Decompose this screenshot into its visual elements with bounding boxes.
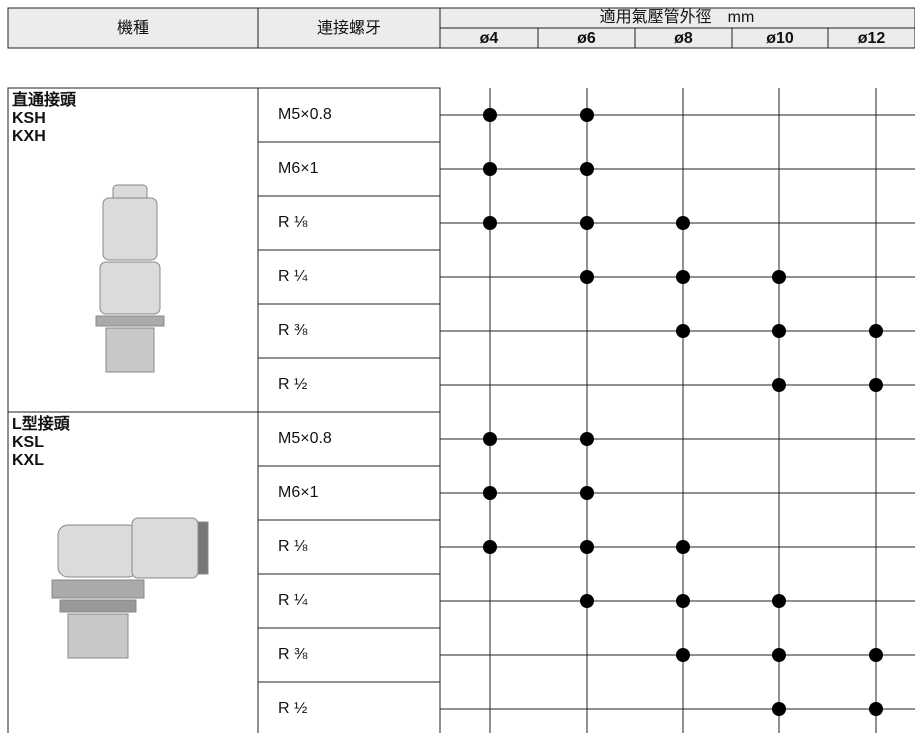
availability-dot (772, 378, 786, 392)
thread-label: R ¼ (278, 592, 308, 609)
header-tube: 適用氣壓管外徑 mm (600, 8, 755, 26)
availability-dot (869, 378, 883, 392)
availability-dot (676, 594, 690, 608)
availability-dot (580, 594, 594, 608)
thread-label: R ⅛ (278, 214, 308, 231)
thread-label: R ¼ (278, 268, 308, 285)
size-label: ø12 (858, 30, 886, 47)
availability-dot (676, 216, 690, 230)
availability-dot (772, 594, 786, 608)
size-label: ø8 (674, 30, 693, 47)
availability-dot (772, 270, 786, 284)
availability-dot (869, 702, 883, 716)
model-code: KXH (12, 128, 46, 145)
availability-dot (772, 324, 786, 338)
thread-label: M5×0.8 (278, 430, 332, 447)
thread-label: R ½ (278, 700, 307, 717)
availability-dot (580, 432, 594, 446)
model-code: KSH (12, 110, 46, 127)
availability-dot (580, 108, 594, 122)
size-label: ø4 (480, 30, 499, 47)
availability-dot (580, 216, 594, 230)
ksl-photo (51, 517, 209, 659)
thread-label: M5×0.8 (278, 106, 332, 123)
thread-label: R ⅛ (278, 538, 308, 555)
availability-dot (483, 432, 497, 446)
availability-dot (483, 486, 497, 500)
size-label: ø6 (577, 30, 596, 47)
model-name: 直通接頭 (12, 90, 77, 109)
availability-dot (580, 540, 594, 554)
availability-dot (483, 108, 497, 122)
availability-dot (676, 270, 690, 284)
availability-dot (772, 648, 786, 662)
model-name: L型接頭 (12, 414, 71, 433)
model-code: KSL (12, 434, 44, 451)
header-model: 機種 (117, 19, 149, 37)
availability-dot (676, 648, 690, 662)
availability-dot (869, 648, 883, 662)
model-code: KXL (12, 452, 44, 469)
thread-label: M6×1 (278, 484, 319, 501)
header-thread: 連接螺牙 (317, 19, 381, 37)
availability-dot (676, 324, 690, 338)
thread-label: R ½ (278, 376, 307, 393)
ksh-photo (95, 184, 165, 373)
availability-dot (483, 162, 497, 176)
availability-dot (483, 540, 497, 554)
thread-label: R ⅜ (278, 646, 308, 663)
availability-dot (772, 702, 786, 716)
availability-dot (869, 324, 883, 338)
availability-dot (580, 486, 594, 500)
thread-label: R ⅜ (278, 322, 308, 339)
availability-dot (580, 162, 594, 176)
availability-dot (580, 270, 594, 284)
availability-dot (676, 540, 690, 554)
thread-label: M6×1 (278, 160, 319, 177)
availability-dot (483, 216, 497, 230)
size-label: ø10 (766, 30, 794, 47)
